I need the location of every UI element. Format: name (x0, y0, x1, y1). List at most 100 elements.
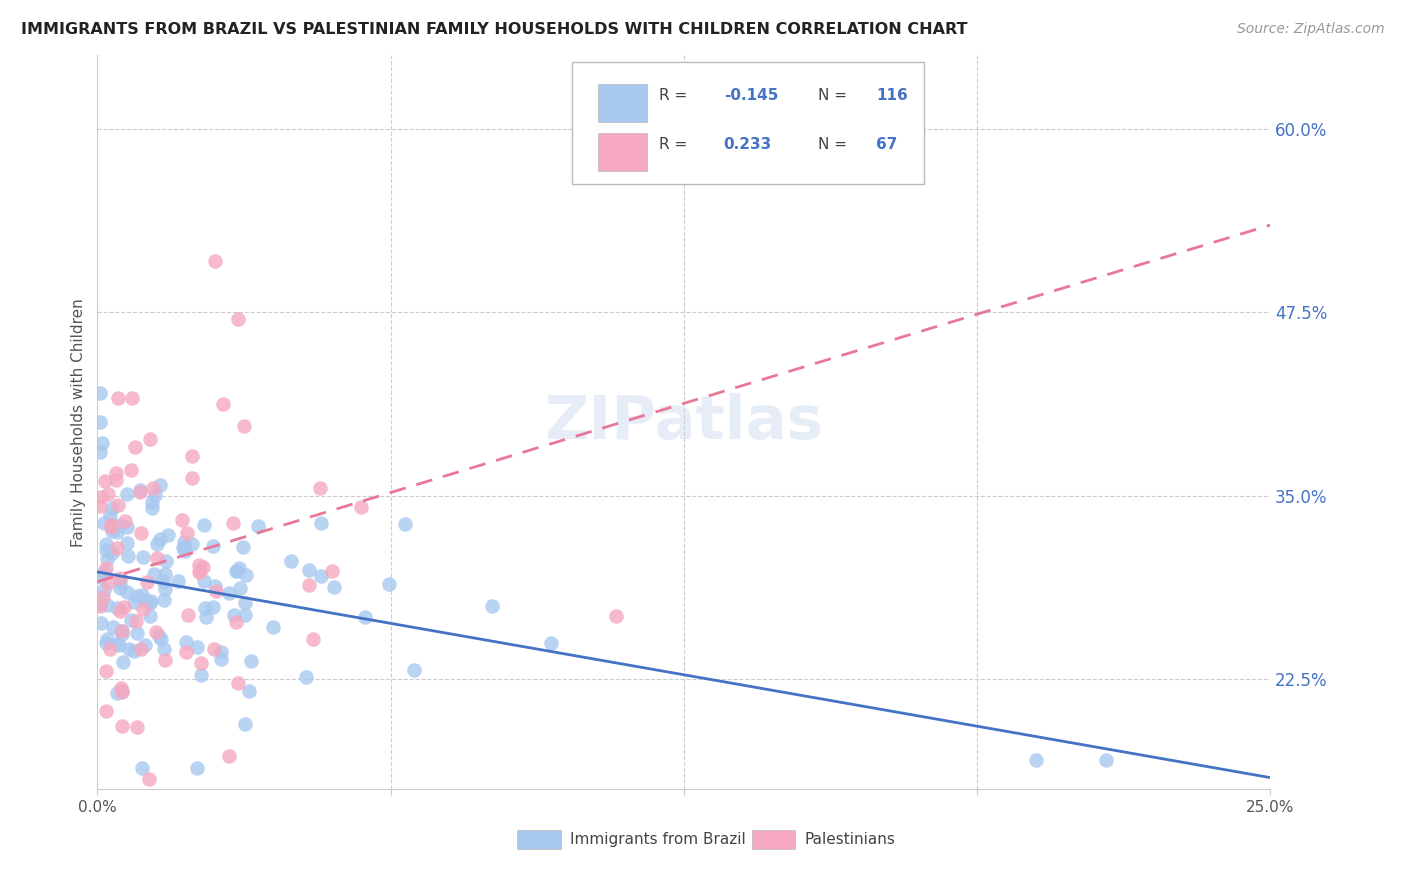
Point (134, 592, 156, 607)
Point (540, 636, 562, 650)
Point (134, 638, 156, 652)
Point (1095, 753, 1118, 767)
Point (131, 588, 153, 602)
Point (205, 584, 228, 599)
Point (298, 578, 321, 592)
Point (97, 575, 120, 590)
Point (309, 481, 332, 495)
Point (96, 632, 118, 646)
Point (720, 151, 742, 165)
Point (111, 624, 134, 638)
Point (100, 517, 122, 532)
Point (193, 518, 215, 533)
FancyBboxPatch shape (752, 830, 796, 848)
Point (235, 568, 257, 582)
Point (186, 640, 208, 654)
Point (127, 589, 149, 603)
Point (173, 540, 195, 554)
Point (354, 610, 377, 624)
Point (107, 638, 129, 652)
Point (152, 574, 174, 589)
Point (211, 645, 233, 659)
Text: Palestinians: Palestinians (804, 831, 896, 847)
Point (239, 654, 262, 668)
Point (235, 717, 257, 731)
Point (153, 593, 176, 607)
Point (222, 516, 245, 530)
Text: 0.233: 0.233 (724, 136, 772, 152)
Point (114, 514, 136, 528)
Point (322, 580, 344, 594)
Point (117, 549, 139, 563)
Point (176, 526, 198, 541)
Point (170, 513, 193, 527)
Point (107, 392, 129, 406)
Text: ZIPatlas: ZIPatlas (544, 392, 824, 451)
Point (94, 664, 117, 678)
Point (190, 668, 212, 682)
Point (202, 539, 225, 553)
Point (90, 490, 112, 504)
Point (186, 761, 208, 775)
Point (218, 586, 240, 600)
Point (302, 632, 325, 646)
Point (98, 642, 121, 657)
Point (172, 541, 194, 555)
Point (94, 543, 117, 558)
Point (149, 632, 172, 646)
Point (108, 604, 131, 618)
Point (143, 487, 166, 501)
Point (96, 552, 118, 566)
Point (96, 561, 118, 575)
Point (96, 598, 118, 612)
Point (89, 597, 111, 611)
Point (120, 463, 142, 477)
Point (180, 470, 202, 484)
Point (238, 683, 260, 698)
Point (174, 645, 197, 659)
Point (115, 536, 138, 550)
Point (190, 564, 212, 578)
Point (108, 518, 131, 533)
Point (173, 544, 195, 558)
Text: IMMIGRANTS FROM BRAZIL VS PALESTINIAN FAMILY HOUSEHOLDS WITH CHILDREN CORRELATIO: IMMIGRANTS FROM BRAZIL VS PALESTINIAN FA… (21, 22, 967, 37)
Point (117, 520, 139, 534)
Point (100, 500, 122, 515)
Point (1025, 753, 1047, 767)
Point (188, 558, 211, 573)
Point (177, 607, 200, 622)
Point (402, 663, 425, 677)
Point (309, 516, 332, 530)
Text: R =: R = (659, 88, 692, 103)
Point (94, 704, 117, 718)
Point (89, 444, 111, 458)
Point (111, 685, 134, 699)
Point (108, 575, 131, 590)
Point (181, 449, 204, 463)
Point (108, 581, 131, 595)
Point (139, 609, 162, 624)
Point (605, 609, 627, 624)
Point (153, 566, 176, 581)
Point (131, 549, 153, 564)
Point (111, 684, 134, 698)
Point (226, 312, 249, 326)
Y-axis label: Family Households with Children: Family Households with Children (72, 298, 86, 547)
Point (225, 565, 247, 579)
Point (108, 571, 131, 585)
Point (377, 577, 399, 591)
FancyBboxPatch shape (572, 62, 924, 184)
Point (194, 601, 217, 615)
Point (481, 599, 503, 614)
Text: -0.145: -0.145 (724, 88, 778, 103)
Point (125, 720, 148, 734)
Point (247, 519, 270, 533)
Point (225, 615, 247, 630)
Point (115, 487, 138, 501)
Point (89, 599, 111, 613)
Point (139, 596, 162, 610)
Point (188, 565, 211, 579)
Point (100, 520, 122, 534)
Point (101, 620, 124, 634)
Point (155, 554, 177, 568)
